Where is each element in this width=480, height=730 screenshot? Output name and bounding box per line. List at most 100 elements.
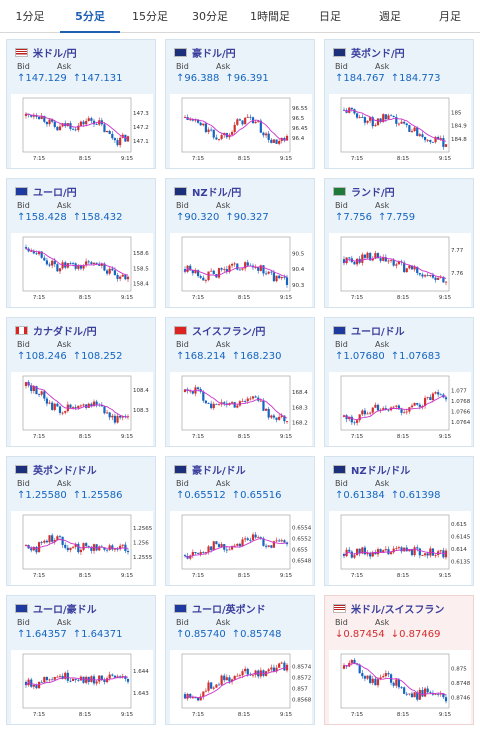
candle-body <box>191 697 194 699</box>
candle-body <box>228 265 231 272</box>
pair-title[interactable]: 米ドル/円 <box>7 40 155 61</box>
pair-name[interactable]: NZドル/ドル <box>351 465 411 477</box>
candle-body <box>374 125 377 127</box>
pair-card[interactable]: スイスフラン/円 Bid Ask ↑168.214 ↑168.230 168.4… <box>165 317 315 447</box>
pair-name[interactable]: 豪ドル/円 <box>192 48 236 60</box>
tab-4[interactable]: 1時間足 <box>250 10 290 23</box>
candle-body <box>353 422 356 424</box>
pair-title[interactable]: 英ポンド/円 <box>325 40 473 61</box>
mini-chart[interactable]: 7.77 7.76 7:15 8:15 9:15 <box>329 233 471 307</box>
mini-chart[interactable]: 185 184.9 184.8 7:15 8:15 9:15 <box>329 94 471 168</box>
pair-card[interactable]: 豪ドル/ドル Bid Ask ↑0.65512 ↑0.65516 0.6554 0… <box>165 456 315 586</box>
mini-chart[interactable]: 1.077 1.0768 1.0766 1.0764 7:15 8:15 9:15 <box>329 372 471 446</box>
ask-arrow-icon: ↑ <box>231 628 241 640</box>
candle-body <box>92 401 96 407</box>
candle-body <box>113 138 117 141</box>
mini-chart[interactable]: 0.8574 0.8572 0.857 0.8568 7:15 8:15 9:15 <box>170 650 312 724</box>
pair-card[interactable]: ユーロ/ドル Bid Ask ↑1.07680 ↑1.07683 1.077 1.… <box>324 317 474 447</box>
pair-title[interactable]: 英ポンド/ドル <box>7 457 155 478</box>
pair-card[interactable]: 米ドル/スイスフラン Bid Ask ↓0.87454 ↓0.87469 0.8… <box>324 595 474 725</box>
mini-chart[interactable]: 1.2565 1.256 1.2555 7:15 8:15 9:15 <box>11 511 153 585</box>
mini-chart[interactable]: 0.875 0.8748 0.8746 7:15 8:15 9:15 <box>329 650 471 724</box>
pair-card[interactable]: 豪ドル/円 Bid Ask ↑96.388 ↑96.391 96.55 96.5 9… <box>165 39 315 169</box>
candle-body <box>32 386 35 392</box>
bid-price: ↑147.129 <box>17 73 67 84</box>
pair-title[interactable]: ユーロ/円 <box>7 179 155 200</box>
pair-title[interactable]: 豪ドル/円 <box>166 40 314 61</box>
candle-body <box>189 693 192 698</box>
candle-body <box>111 674 114 676</box>
candle-body <box>194 697 197 699</box>
mini-chart[interactable]: 96.55 96.5 96.45 96.4 7:15 8:15 9:15 <box>170 94 312 168</box>
pair-name[interactable]: ユーロ/円 <box>33 187 77 199</box>
pair-card[interactable]: NZドル/ドル Bid Ask ↑0.61384 ↑0.61398 0.615 0… <box>324 456 474 586</box>
tab-5[interactable]: 日足 <box>319 10 341 23</box>
candle-body <box>376 118 380 126</box>
x-tick-label: 7:15 <box>33 156 46 162</box>
pair-card[interactable]: ランド/円 Bid Ask ↑7.756 ↑7.759 7.77 7.76 7:15… <box>324 178 474 308</box>
tab-6[interactable]: 週足 <box>379 10 401 23</box>
pair-name[interactable]: ユーロ/豪ドル <box>33 604 97 616</box>
pair-card[interactable]: ユーロ/円 Bid Ask ↑158.428 ↑158.432 158.6 158… <box>6 178 156 308</box>
pair-title[interactable]: ランド/円 <box>325 179 473 200</box>
tab-3[interactable]: 30分足 <box>192 10 228 23</box>
pair-title[interactable]: NZドル/円 <box>166 179 314 200</box>
pair-title[interactable]: NZドル/ドル <box>325 457 473 478</box>
pair-title[interactable]: ユーロ/ドル <box>325 318 473 339</box>
mini-chart[interactable]: 168.4 168.3 168.2 7:15 8:15 9:15 <box>170 372 312 446</box>
candle-body <box>382 257 385 261</box>
y-tick-label: 185 <box>451 111 462 117</box>
mini-chart[interactable]: 108.4 108.3 7:15 8:15 9:15 <box>11 372 153 446</box>
candle-body <box>71 263 75 264</box>
pair-name[interactable]: カナダドル/円 <box>33 326 97 338</box>
mini-chart[interactable]: 1.644 1.643 7:15 8:15 9:15 <box>11 650 153 724</box>
candle-body <box>95 124 98 125</box>
pair-title[interactable]: 豪ドル/ドル <box>166 457 314 478</box>
pair-card[interactable]: カナダドル/円 Bid Ask ↑108.246 ↑108.252 108.4 1… <box>6 317 156 447</box>
candle-body <box>233 402 236 408</box>
candle-body <box>24 681 28 686</box>
bid-arrow-icon: ↑ <box>335 489 344 501</box>
tab-1[interactable]: 5分足 <box>60 0 120 33</box>
tab-0[interactable]: 1分足 <box>15 10 45 23</box>
candle-body <box>191 390 194 394</box>
ask-arrow-icon: ↑ <box>231 489 241 501</box>
pair-card[interactable]: ユーロ/英ポンド Bid Ask ↑0.85740 ↑0.85748 0.857… <box>165 595 315 725</box>
tab-2[interactable]: 15分足 <box>132 10 168 23</box>
pair-title[interactable]: ユーロ/豪ドル <box>7 596 155 617</box>
pair-title[interactable]: カナダドル/円 <box>7 318 155 339</box>
mini-chart[interactable]: 0.6554 0.6552 0.655 0.6548 7:15 8:15 9:15 <box>170 511 312 585</box>
candle-body <box>361 673 364 677</box>
pair-card[interactable]: 米ドル/円 Bid Ask ↑147.129 ↑147.131 147.3 147… <box>6 39 156 169</box>
pair-name[interactable]: ユーロ/英ポンド <box>192 604 266 616</box>
pair-name[interactable]: 英ポンド/円 <box>351 48 405 60</box>
mini-chart[interactable]: 0.615 0.6145 0.614 0.6135 7:15 8:15 9:15 <box>329 511 471 585</box>
pair-name[interactable]: 米ドル/スイスフラン <box>351 604 445 616</box>
candle-body <box>37 251 41 255</box>
pair-name[interactable]: 米ドル/円 <box>33 48 77 60</box>
pair-name[interactable]: ユーロ/ドル <box>351 326 405 338</box>
pair-name[interactable]: ランド/円 <box>351 187 395 199</box>
mini-chart[interactable]: 90.5 90.4 90.3 7:15 8:15 9:15 <box>170 233 312 307</box>
ask-value: 168.230 <box>240 350 282 362</box>
pair-title[interactable]: 米ドル/スイスフラン <box>325 596 473 617</box>
pair-title[interactable]: スイスフラン/円 <box>166 318 314 339</box>
mini-chart[interactable]: 147.3 147.2 147.1 7:15 8:15 9:15 <box>11 94 153 168</box>
pair-name[interactable]: NZドル/円 <box>192 187 242 199</box>
pair-card[interactable]: 英ポンド/ドル Bid Ask ↑1.25580 ↑1.25586 1.2565… <box>6 456 156 586</box>
pair-card[interactable]: NZドル/円 Bid Ask ↑90.320 ↑90.327 90.5 90.4 9… <box>165 178 315 308</box>
pair-card[interactable]: 英ポンド/円 Bid Ask ↑184.767 ↑184.773 185 184.… <box>324 39 474 169</box>
mini-chart[interactable]: 158.6 158.5 158.4 7:15 8:15 9:15 <box>11 233 153 307</box>
pair-card[interactable]: ユーロ/豪ドル Bid Ask ↑1.64357 ↑1.64371 1.644 1… <box>6 595 156 725</box>
pair-name[interactable]: 豪ドル/ドル <box>192 465 246 477</box>
candle-body <box>270 545 273 548</box>
ask-price: ↑158.432 <box>73 212 123 223</box>
pair-name[interactable]: スイスフラン/円 <box>192 326 266 338</box>
candle-body <box>61 123 64 127</box>
candle-body <box>204 552 208 553</box>
tab-7[interactable]: 月足 <box>439 10 461 23</box>
ask-value: 7.759 <box>386 211 416 223</box>
pair-name[interactable]: 英ポンド/ドル <box>33 465 97 477</box>
pair-title[interactable]: ユーロ/英ポンド <box>166 596 314 617</box>
chart-svg: 0.615 0.6145 0.614 0.6135 7:15 8:15 9:15 <box>340 514 471 579</box>
